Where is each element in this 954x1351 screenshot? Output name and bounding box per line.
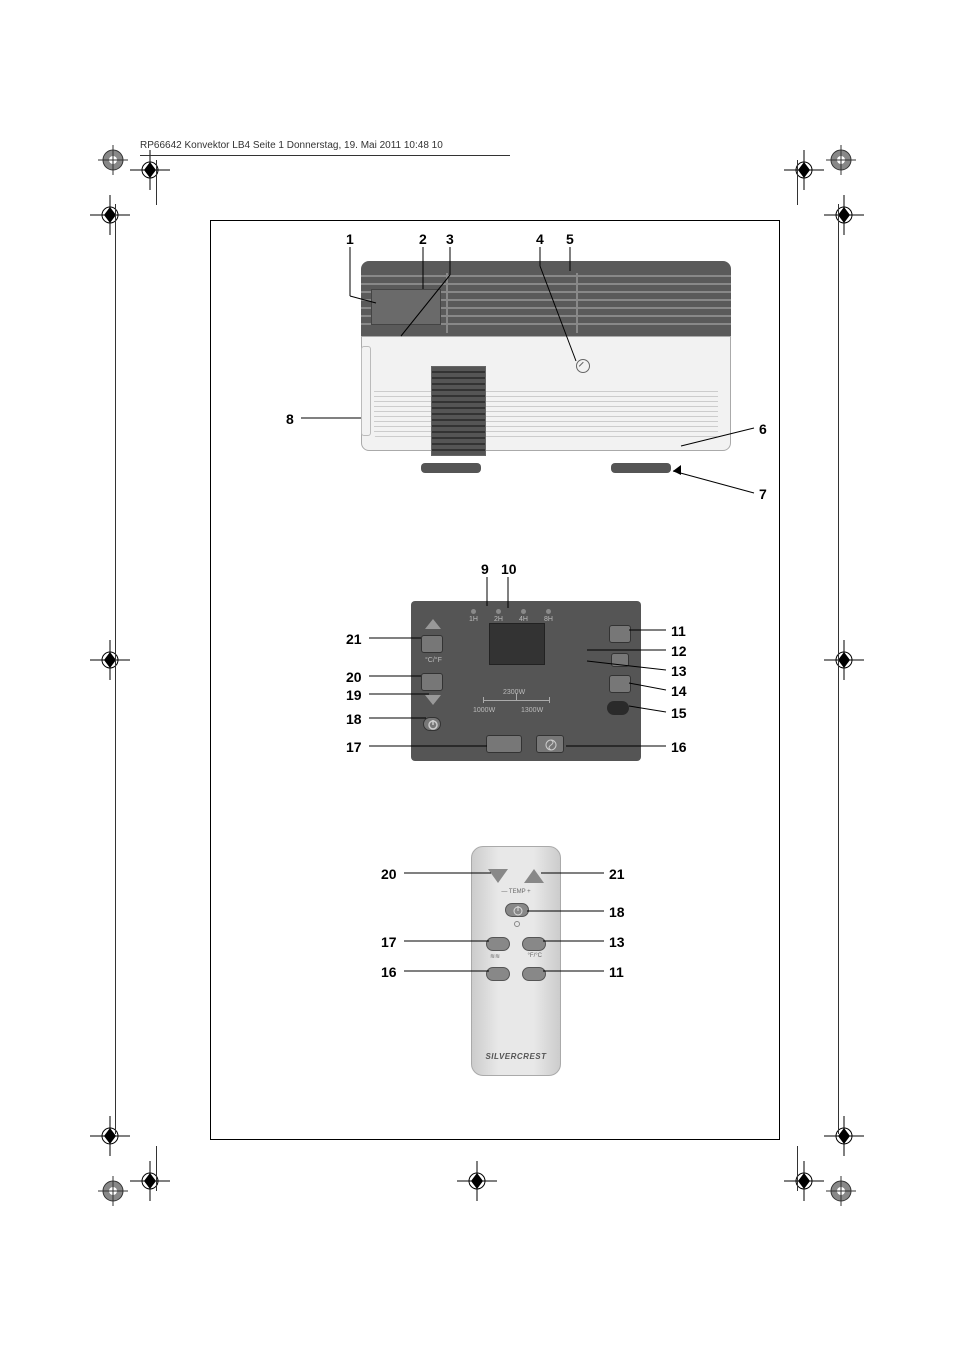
callout-3: 3 — [446, 231, 454, 247]
panel-plus-button — [421, 635, 443, 653]
panel-heat-button — [486, 735, 522, 753]
callout-13: 13 — [671, 663, 687, 679]
timer-led — [521, 609, 526, 614]
callout-16: 16 — [381, 964, 397, 980]
panel-1h: 1H — [469, 616, 478, 623]
callout-19: 19 — [346, 687, 362, 703]
content-box: 1 2 3 4 5 8 6 7 — [210, 220, 780, 1140]
remote-led — [514, 921, 520, 927]
trim-line — [115, 204, 116, 1134]
remote-heat-button — [486, 937, 510, 951]
heater-symbol-icon — [576, 359, 590, 373]
heater-foot — [611, 463, 671, 473]
crop-mark — [90, 1116, 130, 1156]
panel-temp-down-icon — [425, 695, 441, 705]
panel-power-line — [516, 693, 517, 700]
panel-timer-button — [609, 625, 631, 643]
callout-4: 4 — [536, 231, 544, 247]
panel-fan-button — [536, 735, 564, 753]
timer-led — [471, 609, 476, 614]
callout-5: 5 — [566, 231, 574, 247]
callout-7: 7 — [759, 486, 767, 502]
remote-temp-up-icon — [524, 869, 544, 883]
panel-8h: 8H — [544, 616, 553, 623]
callout-18: 18 — [609, 904, 625, 920]
crop-mark — [824, 640, 864, 680]
heater-lower-body — [361, 336, 731, 451]
reg-mark — [98, 145, 128, 175]
callout-6: 6 — [759, 421, 767, 437]
callout-17: 17 — [381, 934, 397, 950]
heater-foot — [421, 463, 481, 473]
panel-minus-button — [421, 673, 443, 691]
callout-8: 8 — [286, 411, 294, 427]
callout-10: 10 — [501, 561, 517, 577]
panel-power-line — [483, 697, 484, 703]
callout-17: 17 — [346, 739, 362, 755]
remote-power-button — [505, 903, 529, 917]
callout-11: 11 — [671, 623, 686, 639]
callout-20: 20 — [381, 866, 397, 882]
callout-21: 21 — [609, 866, 625, 882]
control-panel: 1H 2H 4H 8H °C/°F 2 — [411, 601, 641, 761]
callout-16: 16 — [671, 739, 687, 755]
remote-body: — TEMP + ≋≋ °F/°C SILVERCREST — [471, 846, 561, 1076]
callout-12: 12 — [671, 643, 687, 659]
timer-led — [496, 609, 501, 614]
grill-divider — [576, 273, 578, 333]
callout-2: 2 — [419, 231, 427, 247]
remote-temp-down-icon — [488, 869, 508, 883]
timer-led — [546, 609, 551, 614]
trim-line — [838, 204, 839, 1134]
heater-top-grill — [361, 261, 731, 336]
remote-temp-label: — TEMP + — [472, 889, 560, 895]
callout-11: 11 — [609, 964, 624, 980]
panel-2300w: 2300W — [503, 689, 525, 696]
heater-side-handle — [361, 346, 371, 436]
crop-mark — [824, 1116, 864, 1156]
panel-4h: 4H — [519, 616, 528, 623]
panel-temp-unit: °C/°F — [425, 657, 442, 664]
panel-display — [489, 623, 545, 665]
callout-14: 14 — [671, 683, 687, 699]
panel-ir-window — [607, 701, 629, 715]
callout-15: 15 — [671, 705, 687, 721]
panel-1000w: 1000W — [473, 707, 495, 714]
panel-power-line — [483, 700, 549, 701]
panel-mode-button — [609, 675, 631, 693]
callout-18: 18 — [346, 711, 362, 727]
callout-9: 9 — [481, 561, 489, 577]
callout-1: 1 — [346, 231, 354, 247]
page-header: RP66642 Konvektor LB4 Seite 1 Donnerstag… — [140, 140, 814, 151]
remote-fan-button — [486, 967, 510, 981]
remote-brand: SILVERCREST — [472, 1052, 560, 1061]
header-underline — [140, 155, 510, 156]
figure-panel: 9 10 1H 2H 4H 8H °C/°F — [211, 561, 781, 811]
heater-control-panel — [371, 289, 441, 325]
heater-vent — [431, 366, 486, 456]
figure-heater: 1 2 3 4 5 8 6 7 — [211, 221, 781, 521]
crop-mark — [824, 195, 864, 235]
callout-20: 20 — [346, 669, 362, 685]
page: RP66642 Konvektor LB4 Seite 1 Donnerstag… — [140, 140, 814, 1210]
reg-mark — [826, 1176, 856, 1206]
panel-power-button — [423, 717, 441, 731]
panel-temp-up-icon — [425, 619, 441, 629]
callout-21: 21 — [346, 631, 362, 647]
crop-mark — [90, 195, 130, 235]
crop-mark — [90, 640, 130, 680]
reg-mark — [98, 1176, 128, 1206]
remote-timer-button — [522, 967, 546, 981]
figure-remote: — TEMP + ≋≋ °F/°C SILVERCREST 20 17 16 2… — [211, 826, 781, 1126]
panel-1300w: 1300W — [521, 707, 543, 714]
panel-cf-button — [611, 653, 629, 667]
heater-body — [361, 261, 731, 461]
remote-cf-button — [522, 937, 546, 951]
callout-13: 13 — [609, 934, 625, 950]
panel-power-line — [549, 697, 550, 703]
reg-mark — [826, 145, 856, 175]
panel-2h: 2H — [494, 616, 503, 623]
grill-divider — [446, 273, 448, 333]
